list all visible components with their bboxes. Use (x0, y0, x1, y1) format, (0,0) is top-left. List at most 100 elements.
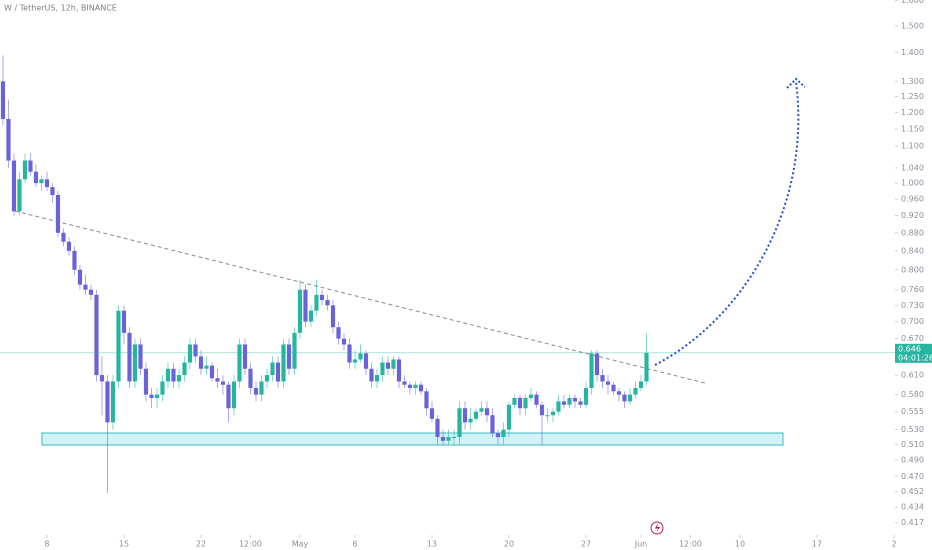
candle-body (270, 362, 275, 376)
x-tick-label: 6 (352, 540, 357, 549)
candle-body (33, 171, 39, 184)
y-tick-label: 0.960 (901, 195, 924, 204)
candle-body (435, 418, 440, 438)
countdown-label: 04:01:26 (898, 353, 932, 362)
candle-body (319, 294, 325, 301)
y-tick-label: 1.200 (901, 108, 924, 117)
candle-body (506, 404, 512, 430)
candle-body (352, 359, 358, 363)
candle-body (517, 397, 523, 409)
candle-body (446, 437, 451, 441)
candle-body (539, 404, 545, 416)
candle-body (160, 381, 165, 395)
candle-body (11, 160, 17, 212)
candle-body (176, 375, 182, 382)
candle-body (578, 401, 583, 405)
arrow-head (786, 77, 806, 89)
candle-body (182, 362, 187, 376)
candle-body (297, 289, 303, 333)
candle-body (314, 294, 319, 311)
candle-body (594, 353, 600, 376)
candle-body (451, 437, 457, 439)
candle-body (363, 353, 369, 369)
candle-body (545, 415, 550, 417)
candle-body (44, 179, 50, 188)
candle-body (149, 394, 154, 398)
candle-body (396, 359, 402, 382)
candle-body (143, 368, 149, 395)
candle-body (589, 353, 594, 388)
candle-body (17, 179, 22, 212)
candle-body (116, 310, 121, 382)
candle-body (501, 429, 506, 438)
x-tick-label: May (292, 540, 309, 549)
candle-body (644, 352, 649, 382)
candle-body (611, 384, 616, 392)
candle-body (292, 332, 297, 369)
projection-arrow (654, 81, 800, 366)
candle-body (341, 338, 347, 345)
candle-body (402, 381, 407, 385)
y-tick-label: 0.920 (901, 211, 924, 220)
candle-body (479, 408, 484, 412)
candle-body (28, 160, 33, 172)
candle-body (171, 368, 176, 382)
x-tick-label: 22 (196, 540, 206, 549)
y-tick-label: 0.840 (901, 246, 924, 255)
candle-body (220, 381, 226, 385)
candle-body (132, 344, 138, 382)
candle-body (264, 375, 270, 382)
y-tick-label: 0.580 (901, 390, 924, 399)
y-tick-label: 0.610 (901, 371, 924, 380)
candle-body (110, 381, 116, 423)
support-zone-rect (41, 432, 784, 446)
candle-body (600, 375, 605, 382)
candle-body (204, 365, 209, 369)
candle-body (369, 368, 374, 382)
y-tick-label: 0.452 (901, 487, 924, 496)
candle-body (385, 362, 391, 369)
candle-body (198, 356, 204, 369)
candle-body (308, 310, 314, 322)
y-tick-label: 1.150 (901, 124, 924, 133)
candle-body (55, 194, 61, 233)
candle-body (622, 394, 627, 402)
candle-body (347, 344, 352, 363)
event-icon (650, 521, 664, 535)
y-tick-label: 0.510 (901, 440, 924, 449)
y-tick-label: 1.300 (901, 77, 924, 86)
x-tick-label: 27 (581, 540, 591, 549)
candle-body (391, 359, 396, 369)
y-tick-label: 0.670 (901, 334, 924, 343)
candle-body (512, 397, 517, 405)
candle-body (462, 408, 468, 423)
candle-body (226, 384, 231, 409)
x-tick-label: Jun (634, 540, 648, 549)
y-tick-label: 0.530 (901, 425, 924, 434)
x-tick-label: 12:00 (239, 540, 262, 549)
candle-body (242, 344, 248, 369)
y-tick-label: 0.730 (901, 301, 924, 310)
candle-body (638, 381, 644, 388)
y-tick-label: 0.760 (901, 285, 924, 294)
candle-body (490, 415, 495, 434)
candle-body (407, 384, 413, 388)
candle-body (286, 344, 292, 369)
candle-body (358, 353, 363, 360)
candle-body (88, 289, 94, 295)
candle-body (61, 232, 66, 242)
candle-body (330, 305, 336, 328)
candle-body (484, 408, 490, 416)
candle-body (6, 118, 11, 161)
candle-body (121, 310, 127, 333)
candle-body (281, 344, 286, 382)
candle-body (105, 381, 110, 423)
y-tick-label: 0.490 (901, 456, 924, 465)
y-tick-label: 1.250 (901, 92, 924, 101)
candle-body (495, 433, 501, 438)
candle-body (209, 365, 215, 379)
candle-body (413, 384, 418, 388)
chart-title: W / TetherUS, 12h, BINANCE (4, 4, 117, 13)
